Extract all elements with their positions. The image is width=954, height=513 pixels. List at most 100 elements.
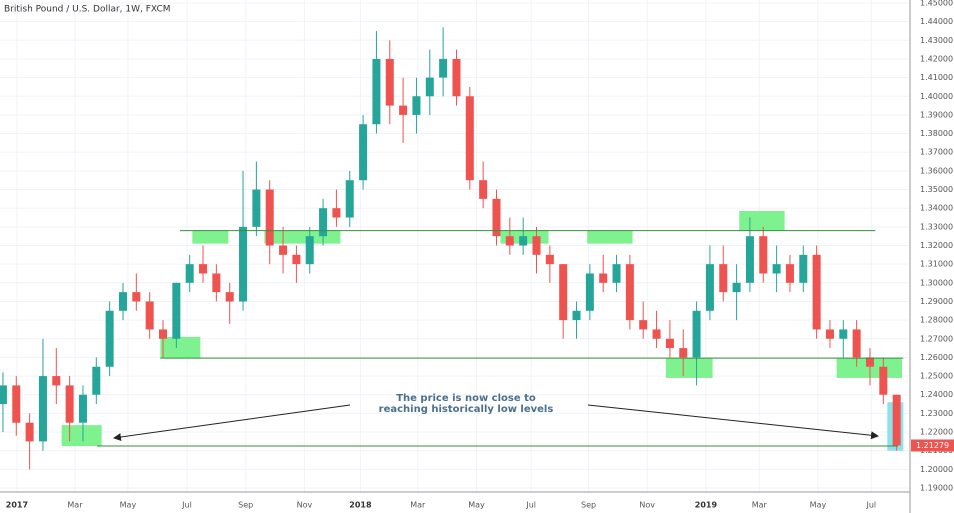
candle-body bbox=[599, 273, 608, 283]
candle-body bbox=[0, 385, 7, 405]
y-tick-label: 1.29000 bbox=[920, 297, 953, 306]
zone bbox=[739, 210, 785, 231]
candle-body bbox=[745, 236, 754, 283]
candle-body bbox=[305, 236, 314, 265]
x-tick-label: Mar bbox=[752, 501, 768, 510]
y-tick-label: 1.38000 bbox=[920, 129, 953, 138]
candle-body bbox=[732, 282, 741, 293]
arrow bbox=[587, 404, 879, 440]
candle-body bbox=[145, 301, 154, 330]
y-tick-label: 1.36000 bbox=[920, 166, 953, 175]
candle-body bbox=[199, 264, 208, 274]
candle-body bbox=[865, 357, 874, 367]
candle-body bbox=[185, 264, 194, 283]
candle-body bbox=[892, 394, 901, 446]
candle-body bbox=[759, 236, 768, 274]
y-tick-label: 1.24000 bbox=[920, 390, 953, 399]
candle-body bbox=[639, 320, 648, 330]
zone bbox=[264, 230, 341, 244]
candle-body bbox=[52, 376, 61, 386]
candle-body bbox=[132, 292, 141, 302]
candle-body bbox=[532, 236, 541, 255]
candle-body bbox=[825, 329, 834, 339]
candle-body bbox=[372, 58, 381, 125]
x-tick-label: 2018 bbox=[349, 501, 372, 510]
candle-body bbox=[679, 348, 688, 358]
annotation: The price is now close to bbox=[396, 393, 536, 404]
y-tick-label: 1.41000 bbox=[920, 73, 953, 82]
x-tick-label: May bbox=[810, 501, 827, 510]
candle-body bbox=[399, 105, 408, 115]
candle-body bbox=[439, 58, 448, 78]
y-tick-label: 1.32000 bbox=[920, 241, 953, 250]
y-tick-label: 1.28000 bbox=[920, 316, 953, 325]
x-tick-label: 2019 bbox=[695, 501, 718, 510]
candle-body bbox=[692, 310, 701, 358]
y-tick-label: 1.37000 bbox=[920, 148, 953, 157]
x-tick-label: Mar bbox=[67, 501, 83, 510]
y-tick-label: 1.19000 bbox=[920, 484, 953, 493]
candle-body bbox=[118, 292, 127, 311]
candle-body bbox=[625, 264, 634, 321]
candle-body bbox=[425, 77, 434, 97]
arrow bbox=[113, 404, 351, 441]
y-tick-label: 1.40000 bbox=[920, 92, 953, 101]
candle-body bbox=[265, 189, 274, 246]
candle-body bbox=[799, 254, 808, 283]
candle-body bbox=[225, 292, 234, 302]
candle-body bbox=[159, 329, 168, 339]
x-tick-label: Nov bbox=[639, 501, 655, 510]
candle-body bbox=[359, 124, 368, 181]
candle-body bbox=[412, 96, 421, 115]
candle-body bbox=[812, 254, 821, 330]
zone bbox=[665, 358, 713, 378]
annotation: reaching historically low levels bbox=[379, 404, 554, 415]
candle-body bbox=[239, 226, 248, 302]
y-tick-label: 1.22000 bbox=[920, 428, 953, 437]
y-tick-label: 1.45000 bbox=[920, 0, 953, 8]
candle-body bbox=[385, 58, 394, 106]
candle-body bbox=[719, 264, 728, 293]
zone bbox=[61, 425, 102, 447]
candle-body bbox=[465, 96, 474, 181]
candle-body bbox=[492, 198, 501, 237]
y-tick-label: 1.26000 bbox=[920, 353, 953, 362]
candle-body bbox=[652, 329, 661, 339]
x-tick-label: May bbox=[120, 501, 137, 510]
candle-body bbox=[252, 189, 261, 227]
candle-body bbox=[559, 264, 568, 321]
candle-body bbox=[92, 366, 101, 395]
candle-body bbox=[212, 273, 221, 293]
zone bbox=[587, 230, 633, 244]
y-tick-label: 1.25000 bbox=[920, 372, 953, 381]
y-tick-label: 1.33000 bbox=[920, 222, 953, 231]
candle-body bbox=[785, 264, 794, 283]
candle-body bbox=[852, 329, 861, 358]
candle-body bbox=[545, 254, 554, 265]
candle-body bbox=[319, 208, 328, 237]
candle-body bbox=[65, 385, 74, 423]
x-tick-label: Jul bbox=[865, 501, 876, 510]
candle-body bbox=[12, 385, 21, 423]
x-tick-label: Sep bbox=[581, 501, 596, 510]
y-tick-label: 1.39000 bbox=[920, 110, 953, 119]
x-tick-label: Sep bbox=[238, 501, 253, 510]
candle-body bbox=[172, 282, 181, 339]
x-tick-label: 2017 bbox=[6, 501, 28, 510]
candle-body bbox=[585, 273, 594, 311]
y-tick-label: 1.44000 bbox=[920, 17, 953, 26]
chart-title: British Pound / U.S. Dollar, 1W, FXCM bbox=[4, 5, 171, 15]
x-tick-label: Jul bbox=[525, 501, 536, 510]
y-tick-label: 1.30000 bbox=[920, 278, 953, 287]
candle-body bbox=[572, 310, 581, 321]
candle-body bbox=[665, 338, 674, 349]
zone bbox=[192, 230, 229, 244]
candle-body bbox=[38, 376, 47, 442]
x-tick-label: Nov bbox=[297, 501, 313, 510]
x-tick-label: Jul bbox=[181, 501, 192, 510]
candle-body bbox=[332, 208, 341, 218]
y-tick-label: 1.20000 bbox=[920, 465, 953, 474]
candle-body bbox=[879, 366, 888, 395]
candle-body bbox=[705, 264, 714, 311]
